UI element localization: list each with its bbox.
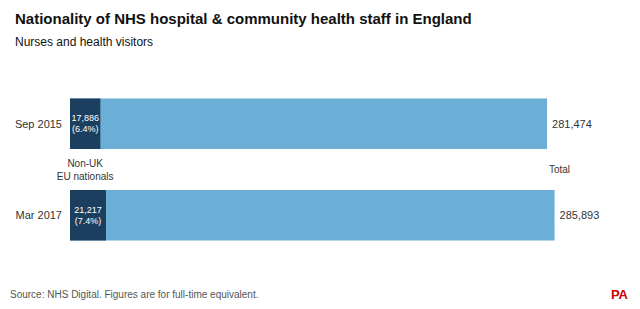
svg-text:(6.4%): (6.4%): [72, 124, 99, 134]
svg-text:281,474: 281,474: [552, 118, 592, 130]
svg-text:Mar 2017: Mar 2017: [16, 209, 62, 221]
svg-text:Nurses and health visitors: Nurses and health visitors: [15, 35, 153, 49]
svg-text:Non-UK: Non-UK: [67, 158, 103, 169]
svg-text:Total: Total: [549, 164, 570, 175]
svg-text:21,217: 21,217: [74, 205, 102, 215]
svg-text:EU nationals: EU nationals: [57, 171, 114, 182]
svg-text:Nationality of NHS hospital &: Nationality of NHS hospital & community …: [15, 10, 472, 27]
svg-text:17,886: 17,886: [71, 113, 99, 123]
svg-text:Source: NHS Digital. Figures a: Source: NHS Digital. Figures are for ful…: [10, 289, 258, 300]
svg-text:PA: PA: [611, 287, 629, 302]
svg-text:285,893: 285,893: [560, 209, 600, 221]
svg-text:Sep 2015: Sep 2015: [15, 118, 62, 130]
svg-text:(7.4%): (7.4%): [75, 216, 102, 226]
